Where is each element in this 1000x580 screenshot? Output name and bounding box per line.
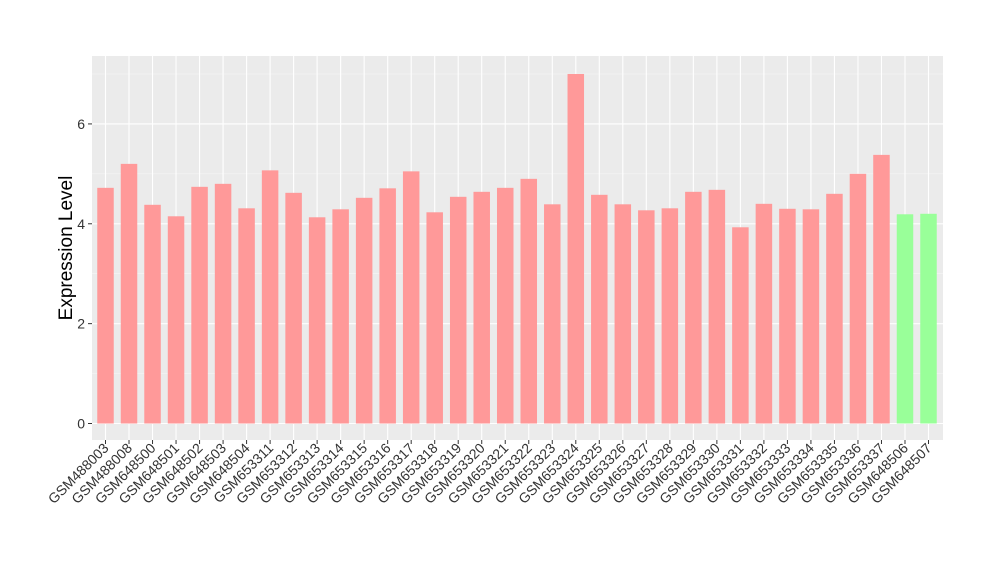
plot-panel <box>92 56 943 440</box>
bar <box>755 203 773 424</box>
bar <box>661 208 679 424</box>
bar <box>614 204 632 424</box>
bar <box>261 170 279 424</box>
bar <box>638 210 655 424</box>
bar <box>238 208 255 424</box>
y-tick-label: 0 <box>77 416 85 432</box>
bar <box>920 213 937 424</box>
y-axis-title: Expression Level <box>56 176 77 321</box>
bar <box>449 196 467 424</box>
bar <box>426 212 443 424</box>
bar <box>308 217 326 424</box>
y-tick-label: 2 <box>77 316 85 332</box>
bar <box>214 183 232 424</box>
bar <box>896 214 914 424</box>
bar <box>379 188 396 424</box>
y-tick-label: 6 <box>77 116 85 132</box>
bar <box>355 197 373 424</box>
bar <box>708 189 726 424</box>
bar <box>285 192 302 424</box>
bar <box>120 163 138 424</box>
bar <box>496 187 514 424</box>
bar <box>849 173 867 424</box>
bars <box>97 73 937 424</box>
minor-gridlines <box>92 73 943 374</box>
bar <box>826 193 843 424</box>
y-tick-label: 4 <box>77 216 85 232</box>
bar <box>732 227 749 424</box>
bar <box>873 154 890 424</box>
bar <box>167 216 185 424</box>
y-axis: 0 2 4 6 <box>77 116 92 432</box>
bar <box>332 209 349 424</box>
bar <box>685 191 702 424</box>
bar <box>567 73 585 424</box>
bar <box>591 194 608 424</box>
x-axis: GSM488003GSM488008GSM648500GSM648501GSM6… <box>45 440 935 507</box>
bar <box>144 204 161 424</box>
bar <box>97 187 114 424</box>
bar <box>544 204 561 424</box>
bar <box>779 208 796 424</box>
bar <box>520 178 538 424</box>
bar <box>191 186 208 424</box>
bar <box>802 209 820 424</box>
bar <box>473 191 490 424</box>
bar <box>402 171 420 424</box>
